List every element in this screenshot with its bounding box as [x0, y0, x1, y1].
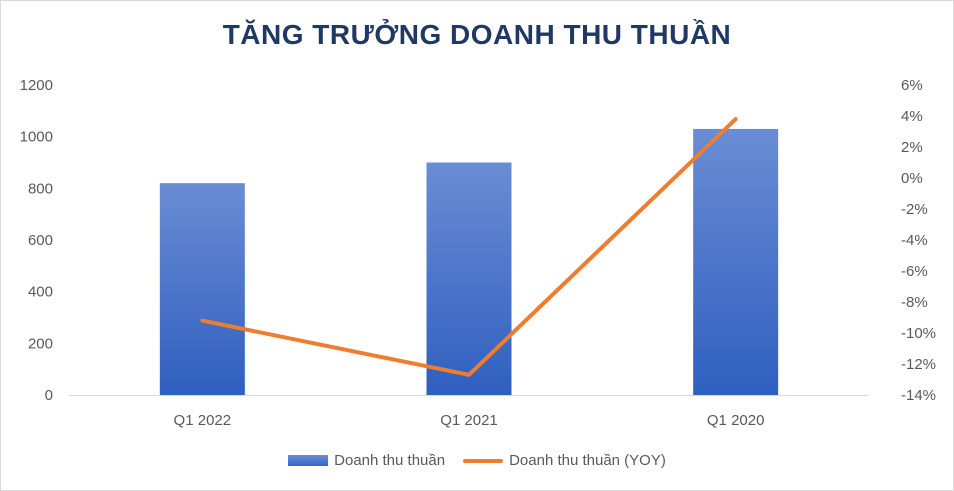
- bar: [426, 162, 512, 395]
- x-tick-label: Q1 2020: [707, 412, 765, 429]
- legend-line-label: Doanh thu thuần (YOY): [509, 452, 666, 469]
- y-left-tick-label: 200: [28, 335, 53, 352]
- y-left-tick-label: 600: [28, 232, 53, 249]
- bar: [693, 128, 779, 395]
- y-left-tick-label: 1200: [20, 77, 53, 94]
- y-right-tick-label: 4%: [901, 108, 923, 125]
- y-left-tick-label: 800: [28, 180, 53, 197]
- legend-bar-label: Doanh thu thuần: [334, 452, 446, 469]
- chart-plot-area: 0 200 400 600 800 1000 1200 -14% -12% -10% -8% -6% -…: [20, 77, 936, 429]
- y-right-tick-label: -6%: [901, 263, 928, 280]
- chart-title: TĂNG TRƯỞNG DOANH THU THUẦN: [222, 19, 732, 50]
- legend-line-swatch: [463, 458, 504, 463]
- y-right-tick-label: -8%: [901, 294, 928, 311]
- y-left-tick-label: 1000: [20, 129, 53, 146]
- y-right-tick-label: -14%: [901, 387, 936, 404]
- bar: [159, 183, 245, 395]
- y-left-tick-label: 0: [45, 387, 53, 404]
- y-right-tick-label: -2%: [901, 201, 928, 218]
- legend-item-bar: Doanh thu thuần: [288, 452, 445, 469]
- y-right-tick-label: -12%: [901, 356, 936, 373]
- x-tick-label: Q1 2021: [440, 412, 498, 429]
- y-right-tick-label: 6%: [901, 77, 923, 94]
- y-right-tick-label: -10%: [901, 325, 936, 342]
- y-right-tick-label: 2%: [901, 139, 923, 156]
- y-right-tick-label: 0%: [901, 170, 923, 187]
- x-tick-label: Q1 2022: [174, 412, 232, 429]
- legend-bar-swatch: [288, 455, 329, 466]
- y-right-tick-label: -4%: [901, 232, 928, 249]
- chart-legend: Doanh thu thuần Doanh thu thuần (YOY): [1, 452, 953, 469]
- legend-item-line: Doanh thu thuần (YOY): [463, 452, 666, 469]
- y-left-tick-label: 400: [28, 284, 53, 301]
